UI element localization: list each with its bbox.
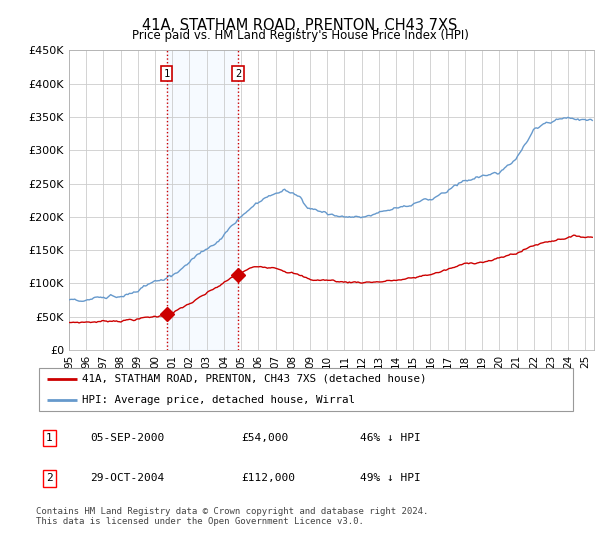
Text: 41A, STATHAM ROAD, PRENTON, CH43 7XS (detached house): 41A, STATHAM ROAD, PRENTON, CH43 7XS (de…	[82, 374, 427, 384]
Text: Contains HM Land Registry data © Crown copyright and database right 2024.
This d: Contains HM Land Registry data © Crown c…	[36, 507, 428, 526]
Text: 2: 2	[235, 69, 241, 79]
Text: 1: 1	[163, 69, 170, 79]
Text: 05-SEP-2000: 05-SEP-2000	[90, 433, 164, 443]
Bar	[167, 50, 238, 350]
Text: 2: 2	[46, 473, 53, 483]
Text: HPI: Average price, detached house, Wirral: HPI: Average price, detached house, Wirr…	[82, 395, 355, 405]
Text: 1: 1	[46, 433, 53, 443]
Text: Price paid vs. HM Land Registry's House Price Index (HPI): Price paid vs. HM Land Registry's House …	[131, 29, 469, 42]
Text: £112,000: £112,000	[241, 473, 295, 483]
Text: 49% ↓ HPI: 49% ↓ HPI	[360, 473, 421, 483]
Text: 46% ↓ HPI: 46% ↓ HPI	[360, 433, 421, 443]
Text: 41A, STATHAM ROAD, PRENTON, CH43 7XS: 41A, STATHAM ROAD, PRENTON, CH43 7XS	[142, 18, 458, 33]
FancyBboxPatch shape	[39, 367, 574, 412]
Text: 29-OCT-2004: 29-OCT-2004	[90, 473, 164, 483]
Text: £54,000: £54,000	[241, 433, 289, 443]
